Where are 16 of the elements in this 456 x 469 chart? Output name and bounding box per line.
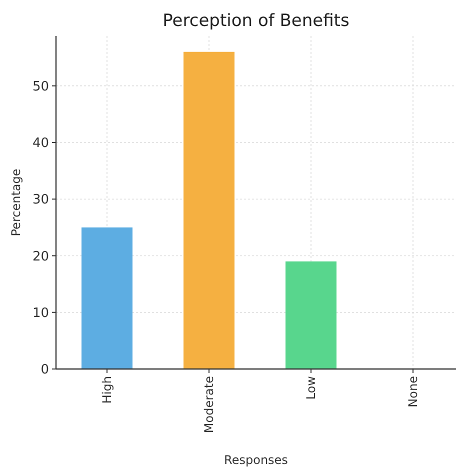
bar [82, 227, 132, 369]
x-tick-label: Low [304, 376, 318, 400]
y-tick-label: 40 [32, 136, 49, 152]
x-axis-title: Responses [224, 453, 288, 467]
bar [184, 52, 234, 369]
y-tick-label: 20 [32, 249, 49, 264]
y-tick-label: 0 [40, 362, 49, 378]
bar [286, 261, 336, 369]
y-axis-title: Percentage [9, 168, 23, 236]
y-tick-label: 50 [32, 79, 49, 94]
x-tick-label: Moderate [202, 376, 216, 434]
y-tick-label: 10 [32, 306, 49, 321]
y-tick-label: 30 [32, 192, 49, 208]
x-tick-label: None [406, 376, 420, 408]
x-tick-label: High [100, 376, 114, 404]
chart-title: Perception of Benefits [162, 11, 350, 31]
